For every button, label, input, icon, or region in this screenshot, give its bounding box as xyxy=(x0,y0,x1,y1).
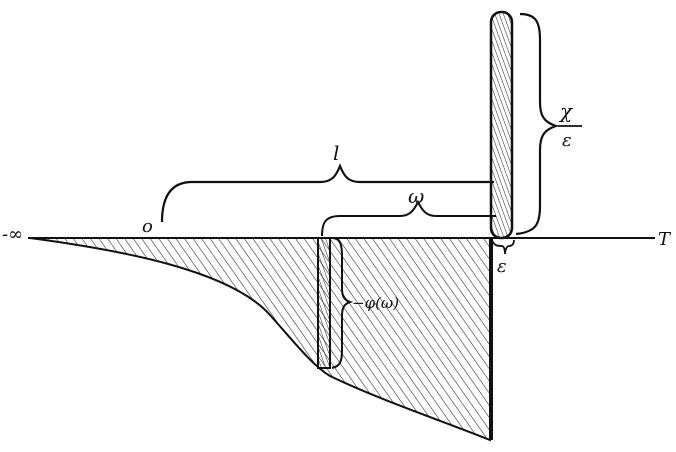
brace-phi xyxy=(331,237,354,369)
label-epsilon: ε xyxy=(497,256,507,277)
brace-chi xyxy=(515,12,560,236)
epsilon-bar xyxy=(489,10,514,240)
label-neg-infinity: -∞ xyxy=(2,224,23,245)
label-omega: ω xyxy=(408,184,424,208)
label-chi: χ xyxy=(558,99,574,123)
brace-omega xyxy=(321,199,496,237)
hatched-area xyxy=(29,237,491,442)
brace-l xyxy=(160,163,494,223)
label-l: l xyxy=(333,141,339,165)
label-chi-denominator: ε xyxy=(562,130,572,151)
label-axis-t: T xyxy=(658,229,672,250)
brace-epsilon xyxy=(491,239,515,255)
omega-strip xyxy=(317,237,331,369)
label-phi: −φ(ω) xyxy=(352,294,399,312)
label-origin: o xyxy=(142,216,153,237)
